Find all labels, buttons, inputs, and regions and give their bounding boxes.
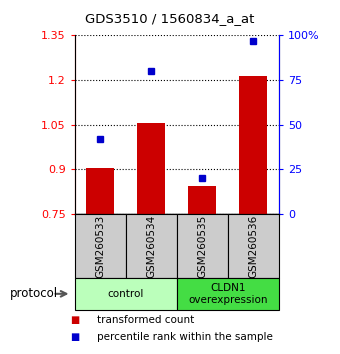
Text: CLDN1
overexpression: CLDN1 overexpression xyxy=(188,283,268,305)
Bar xyxy=(177,278,279,310)
Text: GSM260536: GSM260536 xyxy=(248,215,258,278)
Text: ■: ■ xyxy=(70,315,80,325)
Bar xyxy=(75,278,177,310)
Bar xyxy=(75,214,126,278)
Bar xyxy=(177,214,228,278)
Text: GSM260535: GSM260535 xyxy=(197,215,207,278)
Bar xyxy=(228,214,279,278)
Text: transformed count: transformed count xyxy=(97,315,194,325)
Bar xyxy=(126,214,177,278)
Bar xyxy=(239,76,267,214)
Text: GDS3510 / 1560834_a_at: GDS3510 / 1560834_a_at xyxy=(85,12,255,25)
Text: protocol: protocol xyxy=(10,287,58,300)
Text: GSM260534: GSM260534 xyxy=(146,215,156,278)
Text: percentile rank within the sample: percentile rank within the sample xyxy=(97,332,273,342)
Bar xyxy=(188,186,216,214)
Text: ■: ■ xyxy=(70,332,80,342)
Bar xyxy=(86,168,114,214)
Bar xyxy=(137,123,165,214)
Text: GSM260533: GSM260533 xyxy=(95,215,105,278)
Text: control: control xyxy=(108,289,144,299)
